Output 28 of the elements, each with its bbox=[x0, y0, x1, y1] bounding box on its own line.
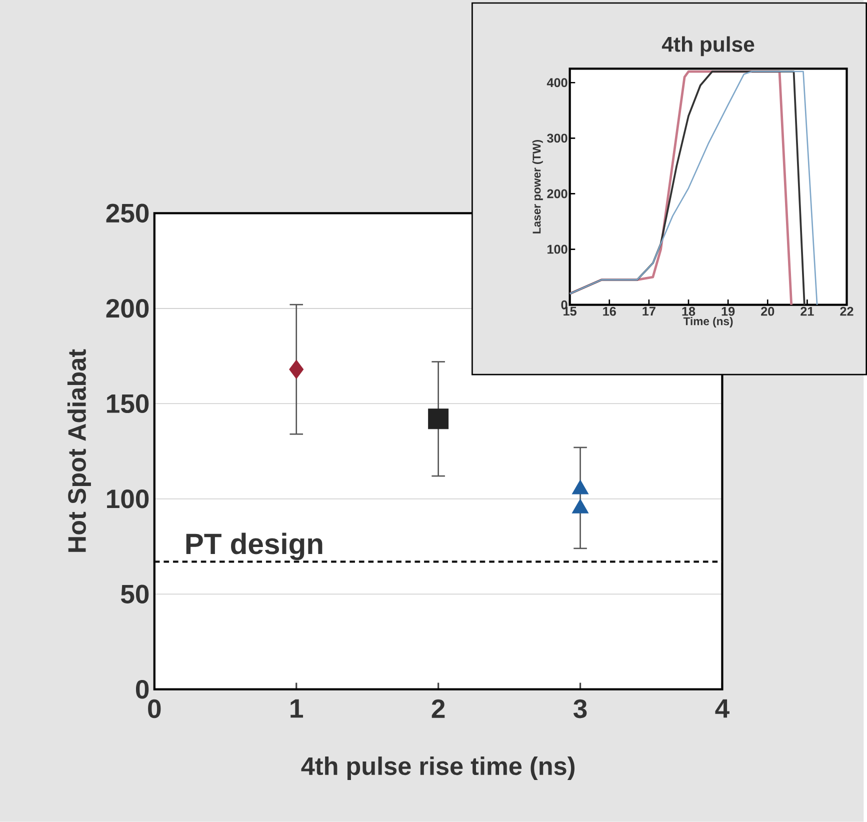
x-tick-label: 17 bbox=[642, 306, 656, 316]
y-tick-label: 300 bbox=[547, 134, 568, 143]
ref-line-label: PT design bbox=[186, 532, 322, 560]
x-tick-label: 18 bbox=[682, 306, 696, 316]
x-tick-label: 21 bbox=[800, 306, 814, 316]
x-tick-label: 20 bbox=[761, 306, 774, 316]
x-tick-label: 1 bbox=[290, 699, 304, 718]
y-tick-label: 50 bbox=[120, 584, 149, 604]
y-tick-label: 200 bbox=[106, 299, 149, 318]
x-axis-title: Time (ns) bbox=[683, 317, 733, 328]
x-tick-label: 19 bbox=[722, 306, 735, 316]
x-tick-label: 4 bbox=[715, 699, 730, 718]
y-tick-label: 100 bbox=[548, 244, 568, 254]
x-axis-title: 4th pulse rise time (ns) bbox=[301, 756, 574, 780]
x-tick-label: 2 bbox=[432, 699, 445, 718]
y-tick-label: 250 bbox=[106, 204, 149, 223]
x-tick-label: 16 bbox=[603, 306, 616, 316]
chart-title: 4th pulse bbox=[662, 36, 754, 56]
x-tick-label: 22 bbox=[840, 306, 854, 316]
y-tick-label: 100 bbox=[107, 490, 149, 508]
x-tick-label: 0 bbox=[148, 699, 161, 718]
y-tick-label: 200 bbox=[547, 189, 568, 198]
y-tick-label: 150 bbox=[107, 394, 149, 414]
y-axis-title: Laser power (TW) bbox=[532, 140, 543, 234]
y-tick-label: 400 bbox=[546, 78, 568, 88]
y-axis-title: Hot Spot Adiabat bbox=[67, 349, 91, 552]
x-tick-label: 3 bbox=[573, 699, 587, 718]
y-tick-label: 0 bbox=[136, 680, 149, 699]
